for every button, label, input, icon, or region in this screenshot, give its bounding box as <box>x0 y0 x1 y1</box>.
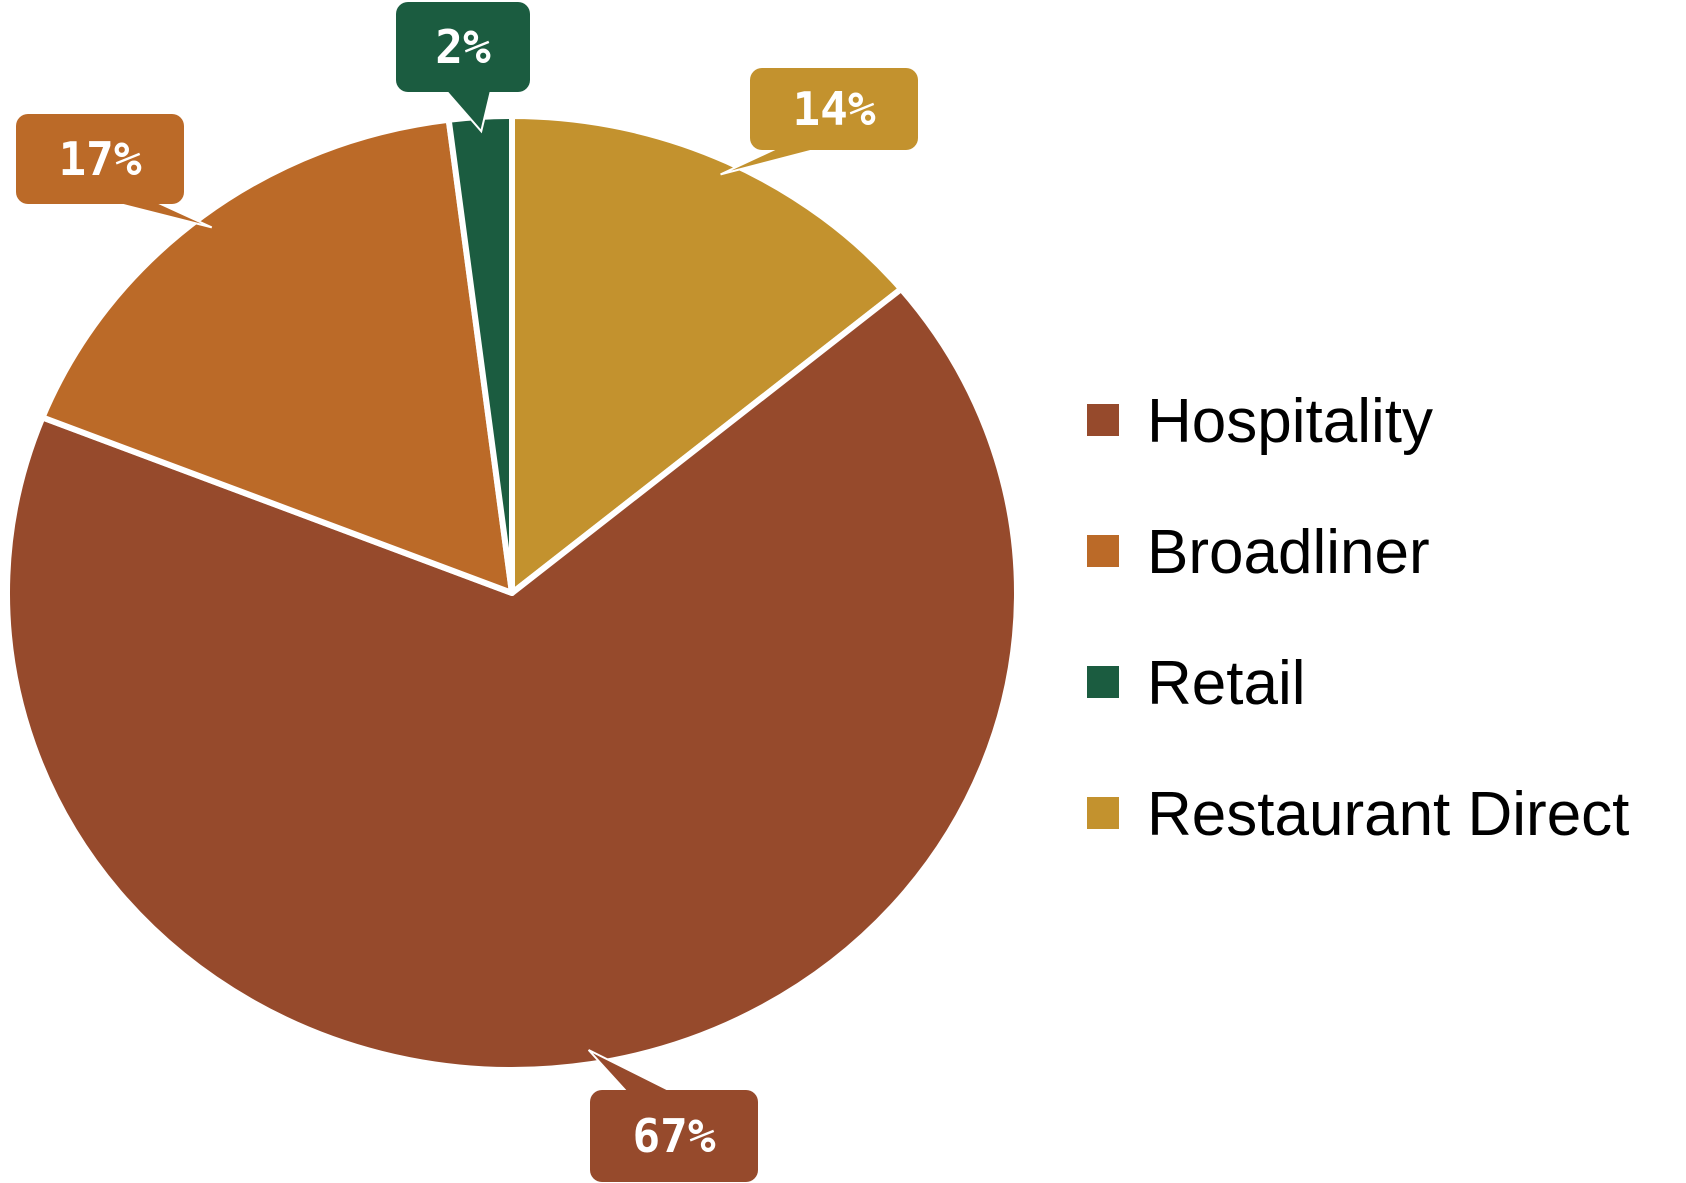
data-label-broadliner: 17% <box>58 132 141 186</box>
callout-box-hospitality <box>590 1090 758 1182</box>
pie-slice-restaurant-direct <box>509 113 905 596</box>
pie-slice-broadliner <box>39 116 515 596</box>
callout-box-restaurant-direct <box>750 68 918 150</box>
callout-box-retail <box>396 2 530 92</box>
legend-label-broadliner: Broadliner <box>1147 518 1430 587</box>
legend-swatch-restaurant-direct <box>1087 797 1119 829</box>
legend-swatch-hospitality <box>1087 404 1119 436</box>
data-label-retail: 2% <box>435 20 491 74</box>
data-label-restaurant-direct: 14% <box>792 82 875 136</box>
legend-label-retail: Retail <box>1147 649 1306 718</box>
legend-swatch-broadliner <box>1087 535 1119 567</box>
callout-pointer-broadliner <box>103 199 213 229</box>
legend-label-hospitality: Hospitality <box>1147 387 1433 456</box>
legend-swatch-retail <box>1087 666 1119 698</box>
callout-box-broadliner <box>16 114 184 204</box>
chart-legend: Hospitality Broadliner Retail Restaurant Di… <box>1087 387 1629 849</box>
callout-pointer-restaurant-direct <box>720 145 830 176</box>
pie-slices <box>4 113 1020 1073</box>
data-label-hospitality: 67% <box>632 1109 715 1163</box>
data-label-callouts: 14% 67% 17% 2% <box>16 2 918 1182</box>
pie-slice-hospitality <box>4 285 1020 1073</box>
legend-label-restaurant-direct: Restaurant Direct <box>1147 780 1629 849</box>
